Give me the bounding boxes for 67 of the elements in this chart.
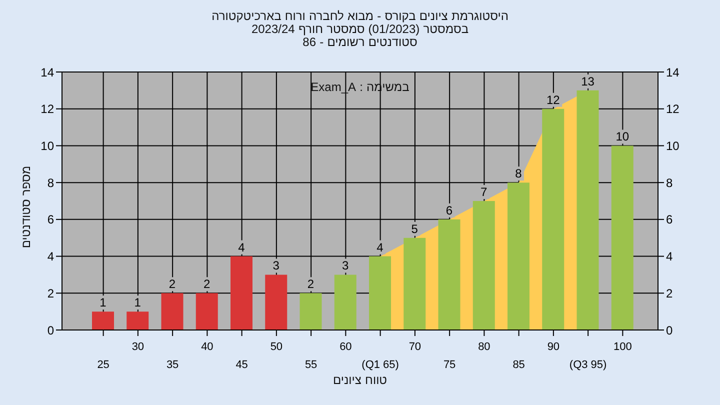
y2-tick-label: 6 xyxy=(666,212,673,227)
bar xyxy=(334,274,356,330)
chart-title: היסטוגרמת ציונים בקורס - מבוא לחברה ורוח בארכיטקטורה xyxy=(212,9,508,23)
x-tick-label: 80 xyxy=(478,341,490,353)
x-tick-label: 50 xyxy=(270,341,283,353)
data-label: 8 xyxy=(515,166,522,181)
x-tick-label: (Q3 95) xyxy=(569,359,607,371)
y-tick-label: 14 xyxy=(40,65,54,80)
y2-tick-label: 0 xyxy=(666,323,673,338)
bar xyxy=(611,146,634,330)
x-tick-label: 60 xyxy=(340,341,352,353)
x-tick-label: 70 xyxy=(408,341,422,353)
bar xyxy=(196,293,218,330)
data-label: 2 xyxy=(204,277,211,292)
bar xyxy=(230,256,252,330)
data-label: 5 xyxy=(411,222,418,236)
bar xyxy=(472,201,495,330)
y2-tick-label: 8 xyxy=(666,176,673,190)
data-label: 1 xyxy=(134,296,142,310)
y2-tick-label: 10 xyxy=(666,138,680,153)
bar xyxy=(404,238,426,330)
y2-tick-label: 14 xyxy=(666,65,680,80)
y-tick-label: 12 xyxy=(40,102,54,116)
x-tick-label: 75 xyxy=(443,359,456,371)
data-label: 1 xyxy=(100,296,107,310)
x-tick-label: 25 xyxy=(97,359,110,371)
bar xyxy=(126,312,149,330)
data-label: 2 xyxy=(168,277,176,292)
data-label: 7 xyxy=(480,185,488,199)
y-tick-label: 10 xyxy=(40,138,54,153)
x-tick-label: 55 xyxy=(304,359,318,371)
data-label: 4 xyxy=(238,240,246,254)
x-tick-label: 90 xyxy=(547,341,560,353)
x-tick-label: 30 xyxy=(132,341,144,353)
data-label: 6 xyxy=(446,203,453,218)
y-tick-label: 6 xyxy=(47,212,54,227)
y2-tick-label: 2 xyxy=(666,286,673,300)
bar xyxy=(92,312,114,330)
bar xyxy=(161,293,184,330)
bar xyxy=(369,256,391,330)
bar xyxy=(576,90,599,330)
data-label: 12 xyxy=(546,92,560,107)
x-tick-label: 45 xyxy=(236,359,248,371)
bar xyxy=(438,219,460,330)
data-label: 2 xyxy=(307,277,314,292)
y2-tick-label: 4 xyxy=(666,250,673,264)
y-tick-label: 0 xyxy=(47,323,54,338)
y-tick-label: 2 xyxy=(47,286,54,300)
data-label: 4 xyxy=(376,240,384,254)
bar xyxy=(300,293,322,330)
bar xyxy=(265,274,288,330)
y-tick-label: 8 xyxy=(47,176,54,190)
x-tick-label: 100 xyxy=(614,341,632,353)
x-axis-title: טווח ציונים xyxy=(332,373,388,387)
y-axis-title: מספר סטודנטים xyxy=(19,166,33,248)
bar xyxy=(542,108,564,330)
x-tick-label: (Q1 65) xyxy=(362,359,399,371)
x-tick-label: 85 xyxy=(512,359,525,371)
x-tick-label: 35 xyxy=(166,359,179,371)
x-tick-label: 40 xyxy=(201,341,214,353)
y-tick-label: 4 xyxy=(47,250,54,264)
y2-tick-label: 12 xyxy=(666,102,680,116)
data-label: 3 xyxy=(272,258,280,273)
bar xyxy=(508,182,530,330)
data-label: 13 xyxy=(581,74,595,88)
data-label: 10 xyxy=(616,130,630,144)
data-label: 3 xyxy=(342,258,350,273)
